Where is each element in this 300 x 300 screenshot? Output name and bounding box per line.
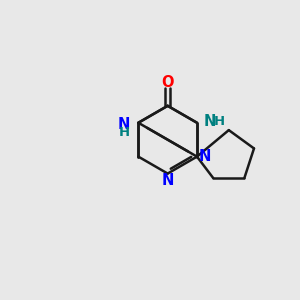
Text: N: N	[199, 149, 211, 164]
Text: O: O	[161, 75, 174, 90]
Text: H: H	[214, 115, 225, 128]
Text: N: N	[161, 173, 174, 188]
Text: H: H	[118, 126, 130, 139]
Text: N: N	[117, 117, 130, 132]
Text: N: N	[203, 114, 216, 129]
